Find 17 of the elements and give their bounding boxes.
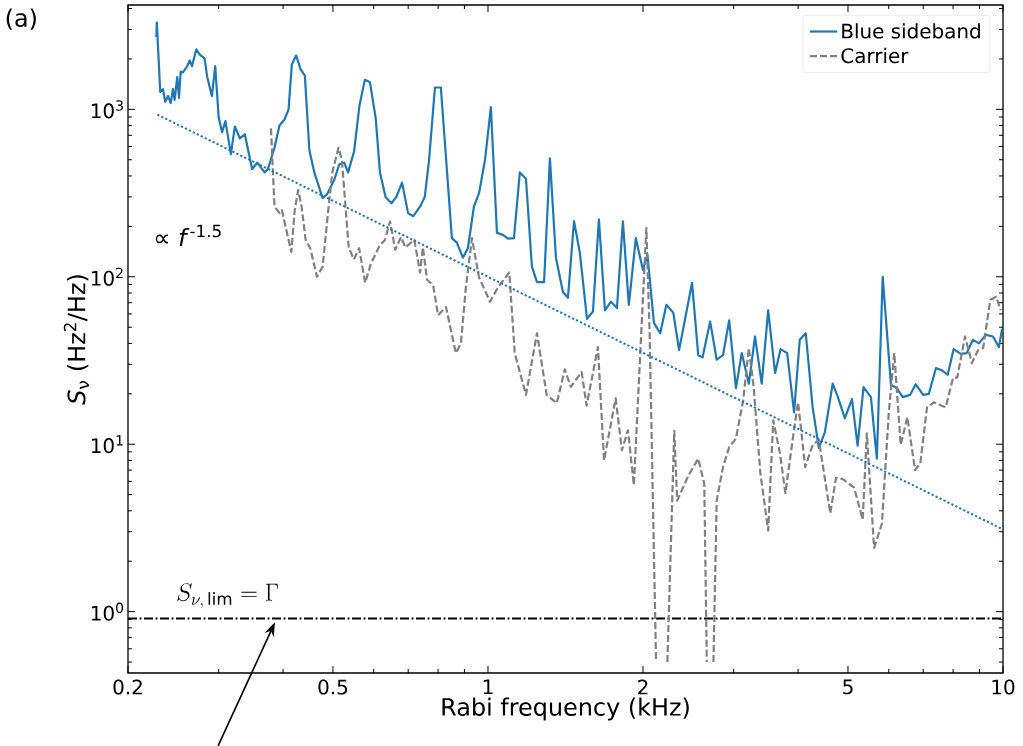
text: (a)	[6, 8, 36, 30]
x-tick-label: 10	[992, 679, 1015, 695]
legend-label: Blue sideband	[842, 23, 980, 39]
y-tick-label: 10$^{3}$	[91, 100, 123, 119]
ref-line-label: $S_{\nu,\,\mathrm{lim}} = \Gamma$	[177, 583, 279, 609]
y-tick-label: 10$^{0}$	[91, 602, 124, 621]
y-axis-title: S$_{ν}$ (Hz$^{2}$/Hz)	[63, 275, 89, 405]
y-tick-label: 10$^{1}$	[91, 435, 123, 454]
legend-label: Carrier	[841, 47, 909, 64]
x-tick-label: 0.5	[318, 679, 348, 695]
annotation: ∝ f$^{-1.5}$	[155, 224, 221, 247]
x-tick-label: 5	[843, 679, 853, 695]
x-tick-label: 1	[483, 679, 493, 695]
y-tick-label: 10$^{2}$	[91, 267, 123, 286]
x-axis-title: Rabi frequency (kHz)	[442, 697, 689, 721]
x-tick-label: 0.2	[113, 679, 142, 695]
x-tick-label: 2	[638, 679, 648, 695]
